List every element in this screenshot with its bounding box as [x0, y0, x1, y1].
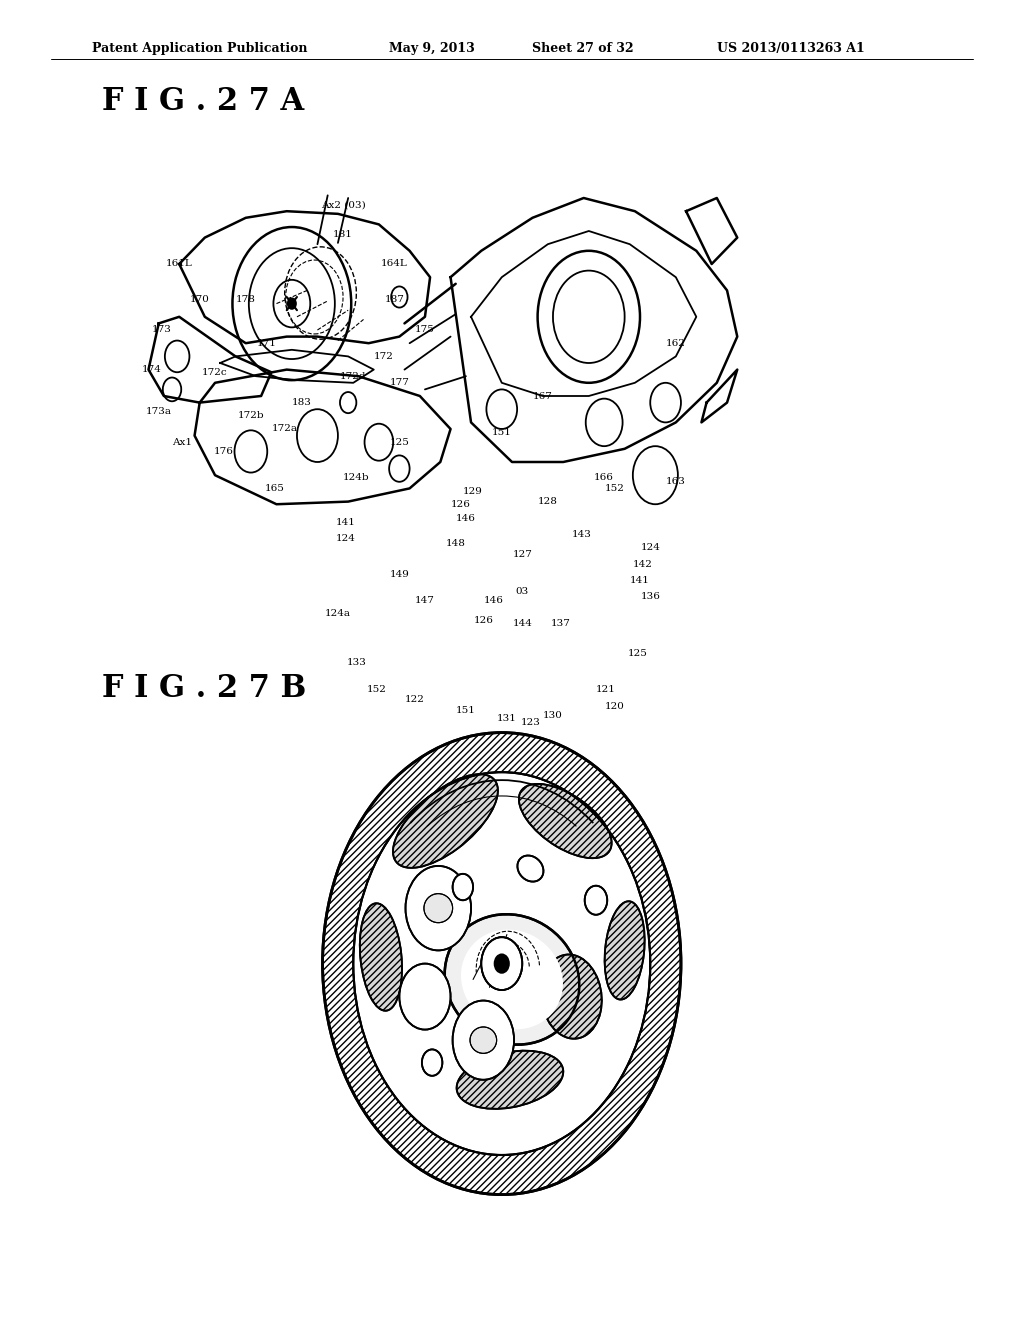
Text: 183: 183: [292, 399, 312, 407]
Ellipse shape: [541, 954, 602, 1039]
Text: 149: 149: [389, 570, 410, 578]
Text: 172: 172: [374, 352, 394, 360]
Text: 165: 165: [264, 484, 285, 492]
Text: 164L: 164L: [381, 260, 408, 268]
Text: 181: 181: [333, 231, 353, 239]
Ellipse shape: [519, 784, 611, 858]
Text: Ax2 (03): Ax2 (03): [321, 201, 366, 209]
Text: 187: 187: [384, 296, 404, 304]
Ellipse shape: [359, 903, 402, 1011]
Text: 170: 170: [189, 296, 210, 304]
Text: 127: 127: [512, 550, 532, 558]
Text: 152: 152: [604, 484, 625, 492]
Text: 143: 143: [571, 531, 592, 539]
Text: 151: 151: [456, 706, 476, 714]
Text: 128: 128: [538, 498, 558, 506]
Text: 148: 148: [445, 540, 466, 548]
Text: Patent Application Publication: Patent Application Publication: [92, 42, 307, 55]
Circle shape: [495, 954, 509, 973]
Text: 124: 124: [336, 535, 356, 543]
Text: 122: 122: [404, 696, 425, 704]
Text: 141: 141: [630, 577, 650, 585]
Text: 124a: 124a: [325, 610, 351, 618]
Text: 176: 176: [213, 447, 233, 455]
Text: 172b: 172b: [238, 412, 264, 420]
Text: 146: 146: [483, 597, 504, 605]
Text: 173a: 173a: [145, 408, 172, 416]
Text: 141: 141: [336, 519, 356, 527]
Text: 126: 126: [451, 500, 471, 508]
Text: 146: 146: [456, 515, 476, 523]
Circle shape: [399, 964, 451, 1030]
Text: 125: 125: [628, 649, 648, 657]
Ellipse shape: [424, 894, 453, 923]
Circle shape: [495, 954, 509, 973]
Circle shape: [406, 866, 471, 950]
Text: 125: 125: [389, 438, 410, 446]
Text: 175: 175: [415, 326, 435, 334]
Text: 173: 173: [152, 326, 172, 334]
Circle shape: [585, 886, 607, 915]
Text: 166: 166: [594, 474, 614, 482]
Text: 123: 123: [520, 718, 541, 726]
Text: 167: 167: [532, 392, 553, 400]
Text: F I G . 2 7 A: F I G . 2 7 A: [102, 86, 304, 116]
Text: May 9, 2013: May 9, 2013: [389, 42, 475, 55]
Ellipse shape: [517, 855, 544, 882]
Text: 172a: 172a: [271, 425, 298, 433]
Text: 142: 142: [633, 561, 653, 569]
Circle shape: [453, 874, 473, 900]
Text: 126: 126: [473, 616, 494, 624]
Circle shape: [323, 733, 681, 1195]
Text: 172c: 172c: [202, 368, 228, 376]
Text: 129: 129: [463, 487, 483, 495]
Text: 174: 174: [141, 366, 162, 374]
Text: 177: 177: [389, 379, 410, 387]
Text: US 2013/0113263 A1: US 2013/0113263 A1: [717, 42, 864, 55]
Text: 147: 147: [415, 597, 435, 605]
Text: 137: 137: [551, 619, 571, 627]
Text: 151: 151: [492, 429, 512, 437]
Text: 03: 03: [516, 587, 528, 595]
Text: 152: 152: [367, 685, 387, 693]
Text: Ax1: Ax1: [172, 438, 193, 446]
Circle shape: [422, 1049, 442, 1076]
Ellipse shape: [457, 1051, 563, 1109]
Text: 121: 121: [596, 685, 616, 693]
Text: Sheet 27 of 32: Sheet 27 of 32: [532, 42, 634, 55]
Text: 172d: 172d: [340, 372, 367, 380]
Ellipse shape: [444, 915, 580, 1044]
Circle shape: [481, 937, 522, 990]
Circle shape: [288, 298, 296, 309]
Text: 133: 133: [346, 659, 367, 667]
Ellipse shape: [393, 775, 498, 867]
Text: 124b: 124b: [343, 474, 370, 482]
Text: 163: 163: [666, 478, 686, 486]
Text: 130: 130: [543, 711, 563, 719]
Text: 162: 162: [666, 339, 686, 347]
Text: 171: 171: [256, 339, 276, 347]
Text: 131: 131: [497, 714, 517, 722]
Ellipse shape: [604, 902, 645, 999]
Text: 144: 144: [512, 619, 532, 627]
Text: 136: 136: [640, 593, 660, 601]
Text: 120: 120: [604, 702, 625, 710]
Circle shape: [453, 1001, 514, 1080]
Text: 124: 124: [640, 544, 660, 552]
Text: 161L: 161L: [166, 260, 193, 268]
Text: 178: 178: [236, 296, 256, 304]
Ellipse shape: [461, 929, 563, 1030]
Text: F I G . 2 7 B: F I G . 2 7 B: [102, 673, 306, 704]
Ellipse shape: [470, 1027, 497, 1053]
